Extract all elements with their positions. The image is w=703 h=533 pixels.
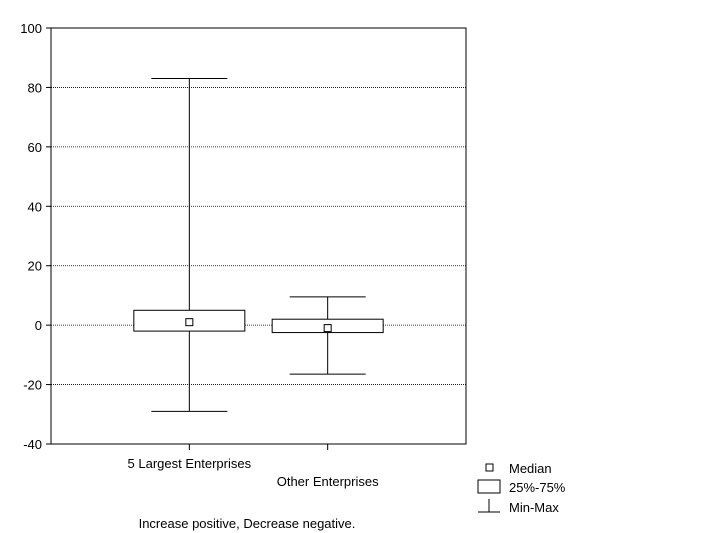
y-tick-label: -40 [23, 437, 42, 452]
legend-whisker-icon [478, 499, 500, 513]
category-labels: 5 Largest Enterprises Other Enterprises [128, 456, 380, 489]
y-tick-label: 0 [35, 318, 42, 333]
legend-box-icon [477, 479, 501, 494]
y-tick-label: 100 [20, 21, 42, 36]
category-label: Other Enterprises [277, 474, 379, 489]
legend: Median 25%-75% Min-Max [477, 461, 566, 515]
gridlines [51, 87, 466, 385]
legend-median-icon [485, 463, 494, 472]
legend-median-label: Median [509, 461, 552, 476]
y-tick-label: 80 [28, 80, 42, 95]
median-marker [185, 318, 194, 327]
y-tick-label: -20 [23, 378, 42, 393]
plot-area-frame [50, 27, 467, 445]
legend-whisker-label: Min-Max [509, 500, 559, 515]
y-tick-label: 20 [28, 259, 42, 274]
median-marker [323, 324, 332, 333]
category-label: 5 Largest Enterprises [128, 456, 252, 471]
y-tick-label: 40 [28, 199, 42, 214]
y-axis: -40 -20 0 20 40 60 80 100 [20, 21, 51, 452]
legend-box-label: 25%-75% [509, 480, 566, 495]
footnote: Increase positive, Decrease negative. [139, 516, 356, 531]
y-tick-label: 60 [28, 140, 42, 155]
x-axis [188, 444, 329, 450]
box-series [133, 78, 384, 412]
